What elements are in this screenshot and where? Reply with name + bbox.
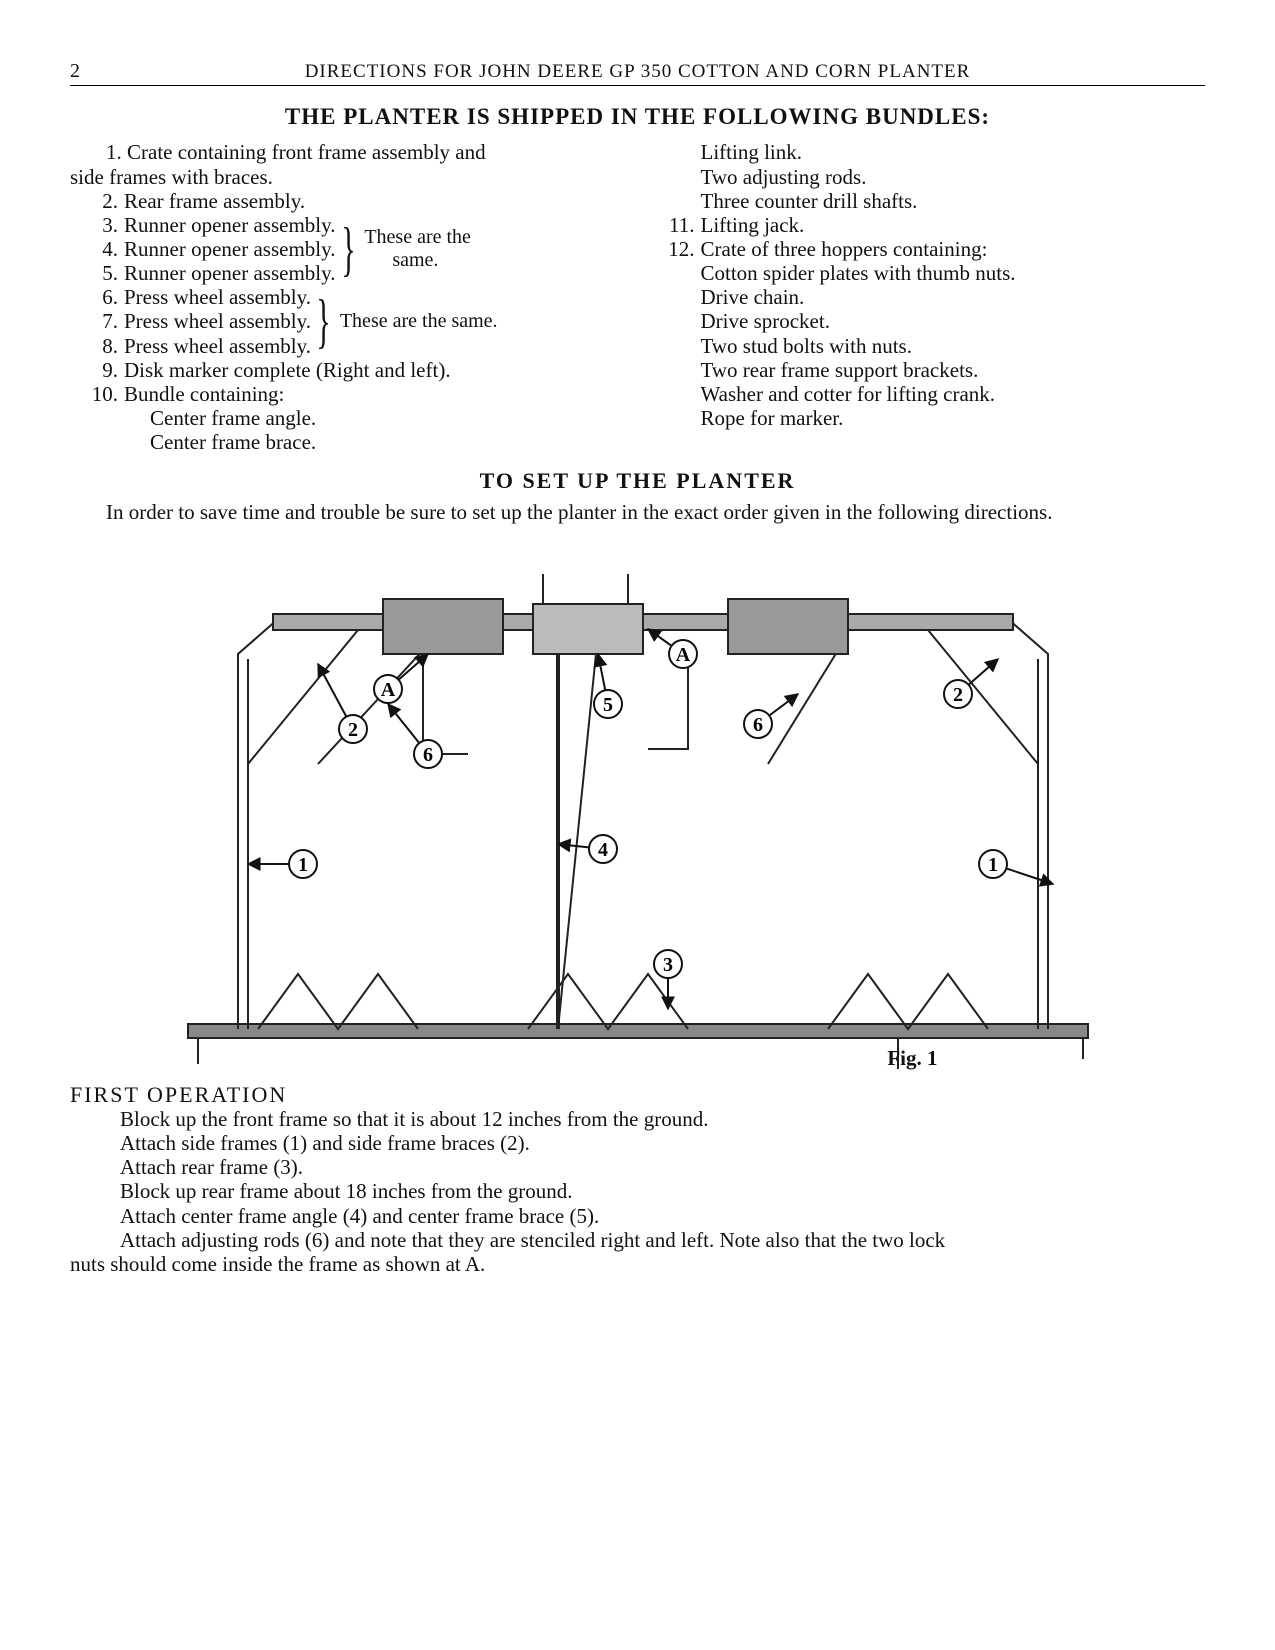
list-subitem: Cotton spider plates with thumb nuts. <box>653 261 1206 285</box>
list-item: 9.Disk marker complete (Right and left). <box>70 358 623 382</box>
same-note: These are thesame. <box>364 226 471 272</box>
setup-title: TO SET UP THE PLANTER <box>70 468 1205 493</box>
svg-text:2: 2 <box>953 684 963 706</box>
bundles-columns: 1. Crate containing front frame assembly… <box>70 140 1205 454</box>
op-step-continuation: nuts should come inside the frame as sho… <box>70 1252 1205 1276</box>
list-item: side frames with braces. <box>70 165 623 189</box>
figure-illustration: AA225661143 <box>128 534 1148 1074</box>
manual-page: 2 DIRECTIONS FOR JOHN DEERE GP 350 COTTO… <box>0 0 1275 1650</box>
bundles-left-column: 1. Crate containing front frame assembly… <box>70 140 623 454</box>
svg-text:6: 6 <box>423 744 433 766</box>
list-subitem: Drive chain. <box>653 285 1206 309</box>
op-step: Block up the front frame so that it is a… <box>70 1107 1205 1131</box>
svg-text:4: 4 <box>598 839 608 861</box>
list-item: 8.Press wheel assembly. <box>70 334 311 358</box>
svg-text:2: 2 <box>348 719 358 741</box>
svg-text:A: A <box>380 679 395 701</box>
setup-intro: In order to save time and trouble be sur… <box>70 500 1205 524</box>
list-subitem: Washer and cotter for lifting crank. <box>653 382 1206 406</box>
svg-text:1: 1 <box>298 854 308 876</box>
list-subitem: Two rear frame support brackets. <box>653 358 1206 382</box>
list-subitem: Two stud bolts with nuts. <box>653 334 1206 358</box>
list-item: 2.Rear frame assembly. <box>70 189 623 213</box>
op-step: Attach rear frame (3). <box>70 1155 1205 1179</box>
list-item: 11.Lifting jack. <box>653 213 1206 237</box>
list-subitem: Center frame brace. <box>70 430 623 454</box>
list-item: 3.Runner opener assembly. <box>70 213 336 237</box>
op-step: Attach side frames (1) and side frame br… <box>70 1131 1205 1155</box>
running-header: 2 DIRECTIONS FOR JOHN DEERE GP 350 COTTO… <box>70 60 1205 86</box>
first-operation-heading: FIRST OPERATION <box>70 1082 1205 1107</box>
figure-caption: Fig. 1 <box>887 1046 937 1070</box>
running-head-text: DIRECTIONS FOR JOHN DEERE GP 350 COTTON … <box>110 61 1165 83</box>
brace-icon: } <box>316 303 330 339</box>
brace-group-runners: 3.Runner opener assembly. 4.Runner opene… <box>70 213 623 285</box>
bundles-right-column: Lifting link. Two adjusting rods. Three … <box>653 140 1206 454</box>
brace-group-press: 6.Press wheel assembly. 7.Press wheel as… <box>70 285 623 357</box>
list-item: 4.Runner opener assembly. <box>70 237 336 261</box>
same-note: These are the same. <box>340 310 498 333</box>
list-subitem: Center frame angle. <box>70 406 623 430</box>
list-subitem: Three counter drill shafts. <box>653 189 1206 213</box>
list-item: 1. Crate containing front frame assembly… <box>70 140 623 164</box>
list-item: 5.Runner opener assembly. <box>70 261 336 285</box>
svg-text:5: 5 <box>603 694 613 716</box>
svg-text:A: A <box>675 644 690 666</box>
figure-1: AA225661143 Fig. 1 <box>128 534 1148 1074</box>
brace-icon: } <box>341 231 355 267</box>
op-step: Attach adjusting rods (6) and note that … <box>70 1228 1205 1252</box>
list-subitem: Drive sprocket. <box>653 309 1206 333</box>
op-step: Block up rear frame about 18 inches from… <box>70 1179 1205 1203</box>
svg-text:1: 1 <box>988 854 998 876</box>
svg-text:6: 6 <box>753 714 763 736</box>
list-subitem: Two adjusting rods. <box>653 165 1206 189</box>
list-subitem: Lifting link. <box>653 140 1206 164</box>
list-item: 6.Press wheel assembly. <box>70 285 311 309</box>
list-item: 10.Bundle containing: <box>70 382 623 406</box>
list-item: 12.Crate of three hoppers containing: <box>653 237 1206 261</box>
bundles-title: THE PLANTER IS SHIPPED IN THE FOLLOWING … <box>70 104 1205 130</box>
list-subitem: Rope for marker. <box>653 406 1206 430</box>
op-step: Attach center frame angle (4) and center… <box>70 1204 1205 1228</box>
list-item: 7.Press wheel assembly. <box>70 309 311 333</box>
page-number: 2 <box>70 60 110 83</box>
svg-text:3: 3 <box>663 954 673 976</box>
